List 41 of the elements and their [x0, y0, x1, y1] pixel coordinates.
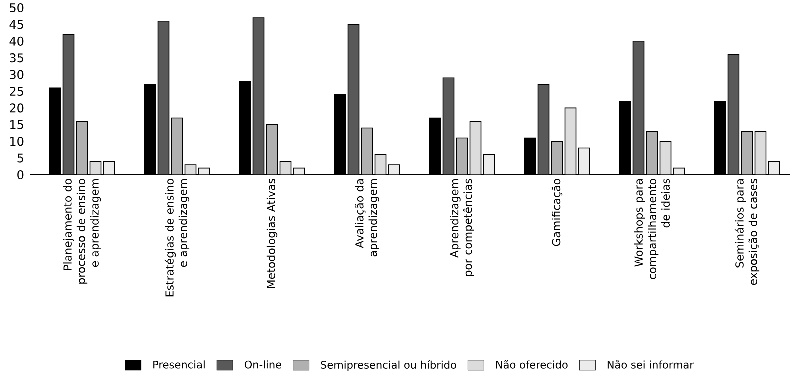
legend-label: Não sei informar	[608, 360, 694, 369]
y-tick-label: 5	[18, 154, 24, 163]
y-tick-label: 45	[10, 20, 24, 30]
bar	[538, 84, 550, 175]
y-tick-label: 30	[10, 70, 24, 80]
x-tick-label: Avaliação da aprendizagem	[355, 179, 380, 257]
bar	[158, 20, 170, 175]
y-tick-label: 15	[10, 120, 24, 130]
x-tick-label: Workshops para compartilhamento de ideias	[634, 179, 670, 280]
x-tick-label: Gamificação	[552, 179, 563, 246]
bar	[62, 34, 75, 175]
legend-label: Semipresencial ou híbrido	[321, 360, 456, 372]
legend-label: Não oferecido	[496, 360, 568, 369]
bar	[646, 131, 658, 175]
bar	[632, 41, 645, 175]
bar	[171, 118, 184, 175]
bar	[551, 141, 564, 175]
y-tick-label: 20	[10, 104, 24, 113]
x-tick-label: Planejamento do processo de ensino e aprendizagem	[63, 179, 102, 284]
bar	[348, 24, 360, 175]
x-tick-label: Seminários para exposição de cases	[734, 179, 760, 286]
x-tick-label: Aprendizagem por competências	[450, 179, 474, 276]
bar	[456, 138, 468, 175]
bar	[741, 131, 754, 175]
bar	[578, 148, 590, 175]
y-tick-label: 25	[10, 86, 24, 96]
y-tick-label: 35	[10, 54, 24, 63]
bar	[728, 54, 740, 175]
y-tick-label: 0	[18, 170, 24, 180]
bar	[442, 78, 455, 175]
legend-label: Presencial	[154, 360, 205, 369]
bar	[76, 121, 88, 175]
bar	[266, 124, 278, 175]
bar	[483, 154, 496, 175]
bar	[252, 18, 265, 175]
legend-label: On-line	[244, 360, 282, 369]
x-tick-label: Metodologias Ativas	[266, 179, 278, 288]
y-tick-label: 50	[10, 3, 24, 13]
y-tick-label: 40	[10, 36, 24, 46]
bar	[361, 128, 374, 175]
y-tick-label: 10	[10, 137, 24, 146]
